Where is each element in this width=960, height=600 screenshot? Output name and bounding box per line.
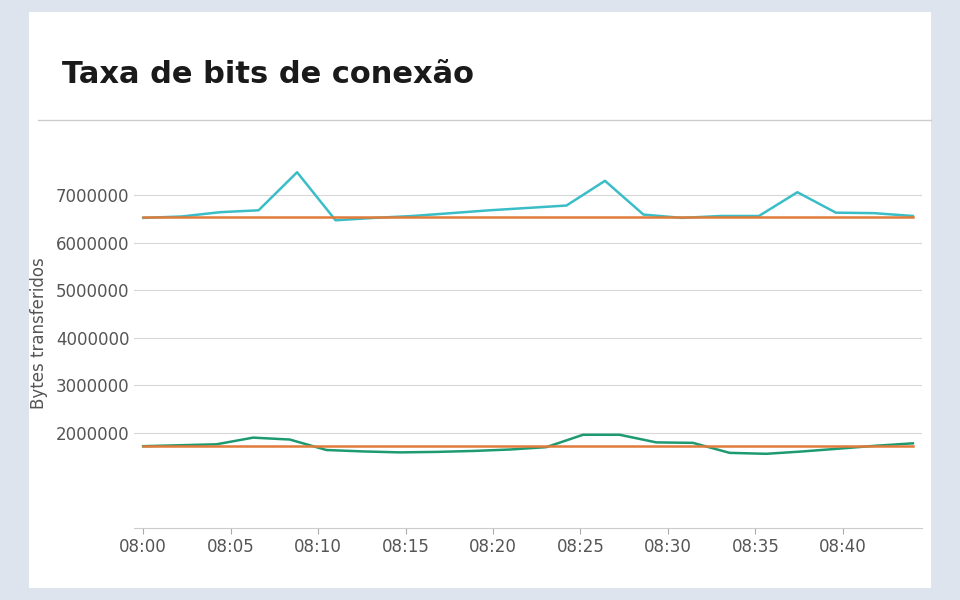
Y-axis label: Bytes transferidos: Bytes transferidos (30, 257, 48, 409)
Text: Taxa de bits de conexão: Taxa de bits de conexão (62, 60, 474, 89)
